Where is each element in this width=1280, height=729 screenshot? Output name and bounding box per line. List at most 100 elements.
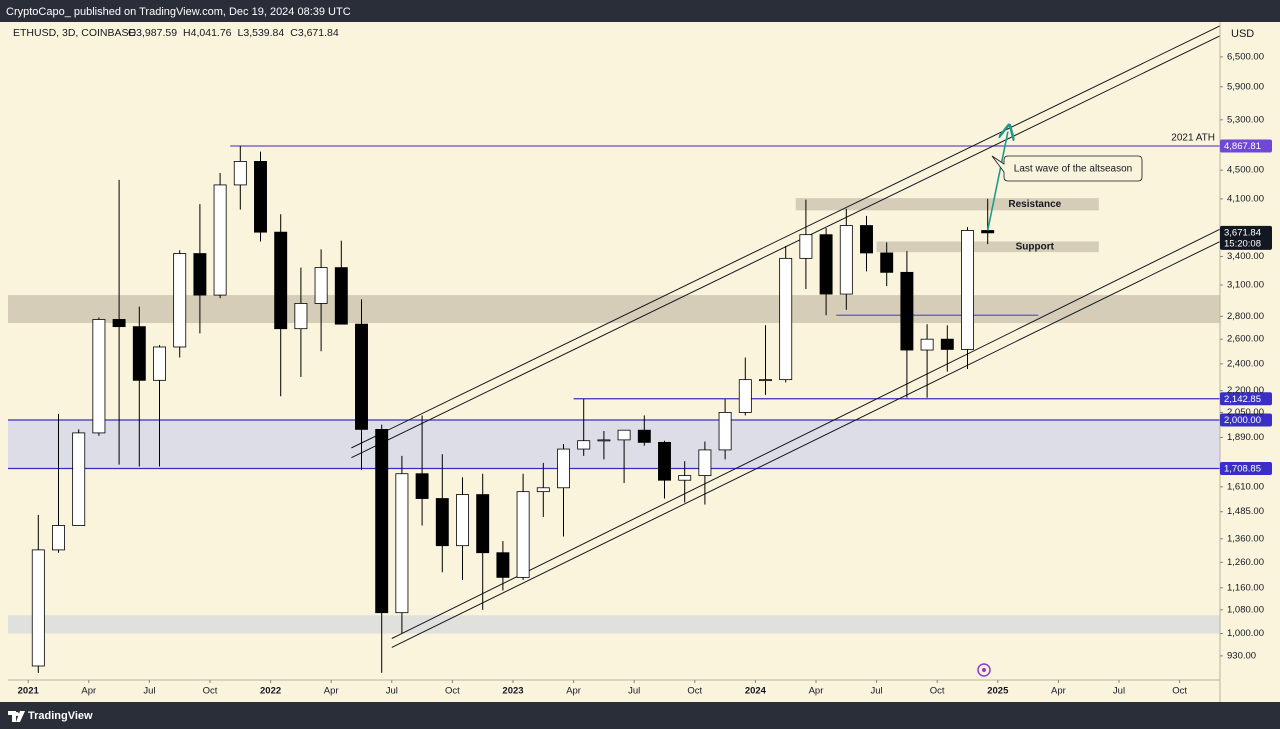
candle-body [72,432,86,526]
candle-body [415,473,429,499]
candle-body [112,319,126,328]
y-tick-label: 1,890.00 [1227,432,1264,443]
ohlc-value: C3,671.84 [290,27,339,39]
level-label-box [1220,461,1272,475]
zone [795,198,1099,211]
y-tick-label: 1,260.00 [1227,557,1264,568]
brand: TradingView [28,710,93,722]
candle-body [274,231,288,330]
candle-body [981,230,995,234]
candle-body [314,267,328,304]
candle-body [940,338,954,350]
countdown: 15:20:08 [1224,238,1261,249]
candle-body [920,338,934,351]
y-tick-label: 4,500.00 [1227,165,1264,176]
y-tick-label: 1,485.00 [1227,506,1264,517]
candle-body [880,252,894,273]
level-label-box [1220,392,1272,406]
zone [8,420,1220,469]
channel-line [391,228,1220,639]
arrow [986,132,1008,231]
x-tick-label: 2024 [745,686,767,697]
candle-body [617,429,631,441]
x-tick-label: Apr [809,686,824,697]
y-tick-label: 1,080.00 [1227,604,1264,615]
y-tick-label: 6,500.00 [1227,51,1264,62]
x-tick-label: Oct [203,686,218,697]
candle-body [799,234,813,259]
candle-body [153,346,166,381]
x-tick-label: Jul [143,686,155,697]
zone [8,295,1220,324]
event-icon-dot [982,668,986,672]
top-bar [0,0,1280,22]
level-label: 1,708.85 [1224,463,1261,474]
y-tick-label: 1,360.00 [1227,533,1264,544]
level-label: 2,142.85 [1224,394,1261,405]
candle-body [375,428,389,614]
ohlc-value: H4,041.76 [183,27,232,39]
callout-text: Last wave of the altseason [1014,164,1132,175]
candle-body [476,494,490,554]
candle-body [839,225,853,295]
callout: Last wave of the altseason [991,155,1143,182]
candle-body [860,225,873,254]
candle-body [496,552,510,578]
callout-box [991,155,1143,182]
candle-body [254,161,267,233]
brand-logo [8,711,25,722]
x-tick-label: 2021 [18,686,40,697]
x-tick-label: Jul [1113,686,1125,697]
candle-body [779,257,793,381]
candle-body [334,267,348,325]
y-tick-label: 5,300.00 [1227,114,1264,125]
y-tick-label: 4,100.00 [1227,193,1264,204]
plot-area [8,25,1220,673]
candle-body [52,525,65,551]
x-tick-label: Apr [1051,686,1066,697]
ohlc-value: O3,987.59 [128,27,177,39]
x-tick-label: Jul [386,686,398,697]
candle-body [132,326,146,381]
x-tick-label: 2025 [987,686,1009,697]
candle-body [718,412,732,451]
y-tick-label: 3,400.00 [1227,251,1264,262]
y-tick-label: 2,600.00 [1227,334,1264,345]
y-tick-label: 2,050.00 [1227,407,1264,418]
event-icon[interactable] [977,663,991,677]
y-tick-label: 930.00 [1227,650,1256,661]
last-price-box [1220,225,1272,250]
zone-label: Resistance [1008,199,1061,210]
level-label-box [1220,139,1272,153]
y-tick-label: 1,000.00 [1227,628,1264,639]
x-tick-label: Apr [81,686,96,697]
candle-body [233,161,247,186]
level-label: 4,867.81 [1224,141,1261,152]
level-label-box [1220,413,1272,427]
y-tick-label: 5,900.00 [1227,81,1264,92]
ohlc-value: L3,539.84 [238,27,285,39]
x-tick-label: Oct [445,686,460,697]
x-tick-label: Oct [687,686,702,697]
overlay: Resistance Support 4,867.81 2021 ATH 2,142.8… [18,51,1272,697]
zone [876,241,1099,253]
candle-body [819,234,833,295]
candle-body [961,230,974,350]
candle-body [577,440,591,450]
candle-body [637,429,651,443]
y-tick-label: 2,400.00 [1227,358,1264,369]
level-text: 2021 ATH [1171,133,1215,144]
candle-body [213,184,227,296]
candle-body [173,253,187,348]
y-tick-label: 2,200.00 [1227,385,1264,396]
published-by: CryptoCapo_ published on TradingView.com… [6,6,351,18]
candle-body [557,448,570,489]
ohlc-legend: O3,987.59 H4,041.76 L3,539.84 C3,671.84 [128,27,339,39]
candle-body [738,379,752,413]
channel-line [351,25,1220,449]
x-tick-label: Apr [566,686,581,697]
x-tick-label: Oct [930,686,945,697]
y-tick-label: 1,610.00 [1227,481,1264,492]
candle-body [355,323,368,430]
